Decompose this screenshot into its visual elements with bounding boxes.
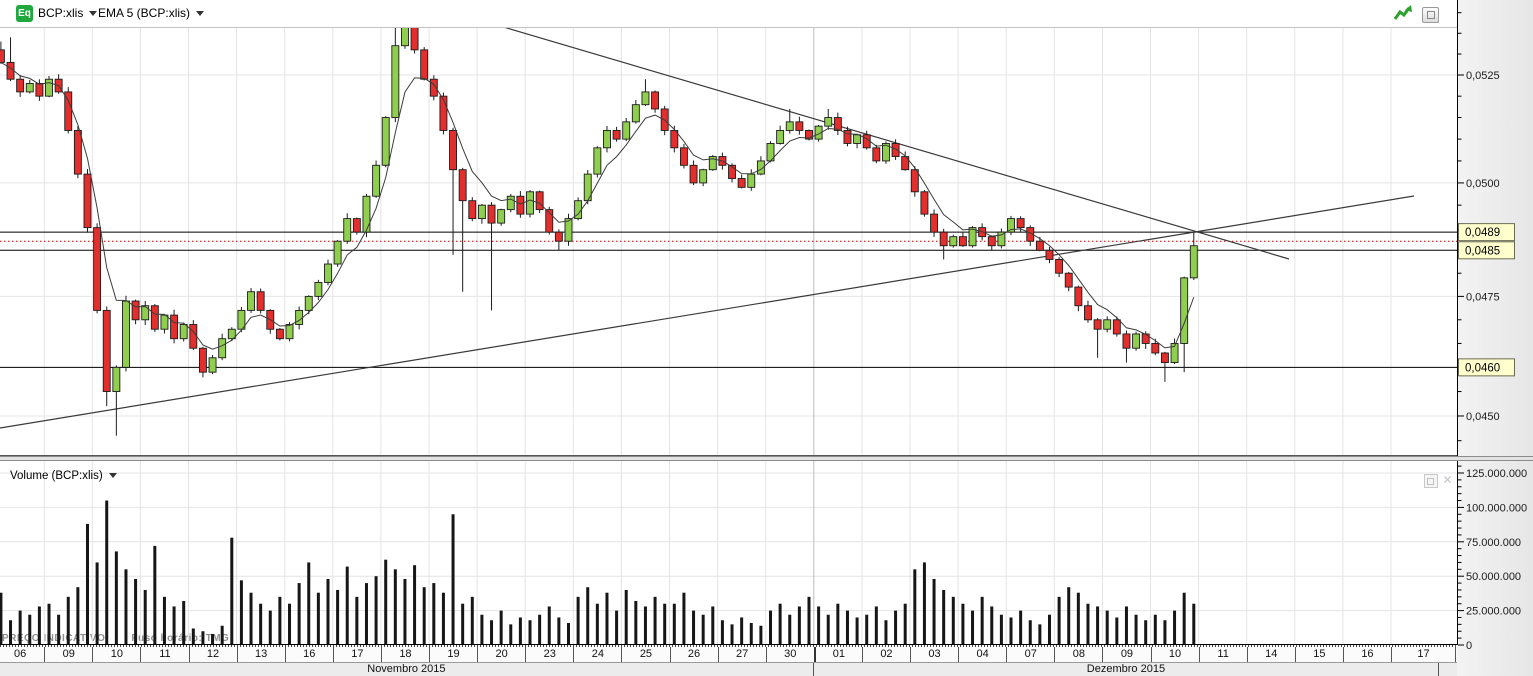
day-label: 01 <box>813 647 862 662</box>
equity-type-icon: Eq <box>16 5 33 22</box>
collapse-icon <box>1427 478 1434 485</box>
chevron-down-icon <box>196 11 205 17</box>
svg-text:75.000.000: 75.000.000 <box>1466 537 1521 549</box>
chevron-down-icon <box>89 11 98 17</box>
day-label: 20 <box>477 647 525 662</box>
day-label: 09 <box>1102 647 1150 662</box>
symbol-selector[interactable]: BCP:xlis <box>38 6 98 20</box>
day-label: 11 <box>140 647 188 662</box>
day-label: 18 <box>380 647 429 662</box>
day-label: 10 <box>1150 647 1199 662</box>
x-axis-months: Novembro 2015 Dezembro 2015 <box>0 662 1457 676</box>
day-label: 11 <box>1198 647 1247 662</box>
svg-text:0,0489: 0,0489 <box>1465 227 1500 239</box>
symbol-label: BCP:xlis <box>38 6 84 20</box>
price-axis[interactable]: 0,0450 0,0475 0,0500 0,0525 0 25.000.000 50.00… <box>1457 0 1533 676</box>
chart-header: Eq BCP:xlis EMA 5 (BCP:xlis) <box>0 0 1457 28</box>
day-label: 04 <box>958 647 1006 662</box>
price-chart-pane[interactable] <box>0 0 1457 457</box>
indicator-label: EMA 5 (BCP:xlis) <box>98 6 191 20</box>
restore-window-button[interactable] <box>1422 7 1439 23</box>
pane-splitter[interactable] <box>0 456 1533 461</box>
day-label: 15 <box>1294 647 1343 662</box>
day-label: 08 <box>1054 647 1102 662</box>
month-label: Novembro 2015 <box>0 663 814 676</box>
day-label: 14 <box>1246 647 1295 662</box>
day-label: 27 <box>717 647 766 662</box>
svg-text:0,0450: 0,0450 <box>1466 411 1500 423</box>
svg-text:0,0475: 0,0475 <box>1466 291 1500 303</box>
day-label: 13 <box>236 647 285 662</box>
bar-ticks <box>0 645 1455 647</box>
restore-icon <box>1427 11 1435 19</box>
day-label: 12 <box>188 647 237 662</box>
day-label: 26 <box>669 647 718 662</box>
day-label: 17 <box>1391 647 1455 662</box>
chevron-down-icon <box>108 473 117 479</box>
volume-label: Volume (BCP:xlis) <box>10 470 103 482</box>
indicator-selector[interactable]: EMA 5 (BCP:xlis) <box>98 6 205 20</box>
x-axis-days[interactable]: 06 09 10 11 12 13 16 17 18 19 20 23 24 25 26 27 30 01 02 03… <box>0 645 1457 662</box>
svg-text:25.000.000: 25.000.000 <box>1466 606 1521 618</box>
svg-text:0: 0 <box>1466 640 1472 652</box>
svg-text:100.000.000: 100.000.000 <box>1466 502 1527 514</box>
svg-text:0,0485: 0,0485 <box>1465 245 1500 257</box>
day-label: 16 <box>284 647 333 662</box>
volume-selector[interactable]: Volume (BCP:xlis) <box>10 470 117 482</box>
volume-pane-buttons: ✕ <box>1424 474 1454 488</box>
day-label: 17 <box>332 647 381 662</box>
day-label: 02 <box>861 647 910 662</box>
volume-chart-pane[interactable] <box>0 461 1457 645</box>
day-label: 30 <box>765 647 814 662</box>
day-label: 24 <box>573 647 621 662</box>
svg-text:0,0500: 0,0500 <box>1466 178 1500 190</box>
svg-text:125.000.000: 125.000.000 <box>1466 468 1527 480</box>
day-label: 16 <box>1342 647 1391 662</box>
month-label: Dezembro 2015 <box>814 663 1440 676</box>
day-label: 10 <box>92 647 140 662</box>
svg-text:0,0460: 0,0460 <box>1465 362 1500 374</box>
day-label: 03 <box>910 647 958 662</box>
svg-text:50.000.000: 50.000.000 <box>1466 571 1521 583</box>
day-label: 23 <box>525 647 573 662</box>
svg-text:0,0525: 0,0525 <box>1466 70 1500 82</box>
day-label: 07 <box>1006 647 1054 662</box>
day-label: 19 <box>429 647 477 662</box>
day-label: 25 <box>621 647 669 662</box>
close-pane-button[interactable]: ✕ <box>1442 473 1453 487</box>
day-label: 09 <box>44 647 92 662</box>
day-label: 06 <box>14 648 27 660</box>
collapse-pane-button[interactable] <box>1424 474 1438 488</box>
